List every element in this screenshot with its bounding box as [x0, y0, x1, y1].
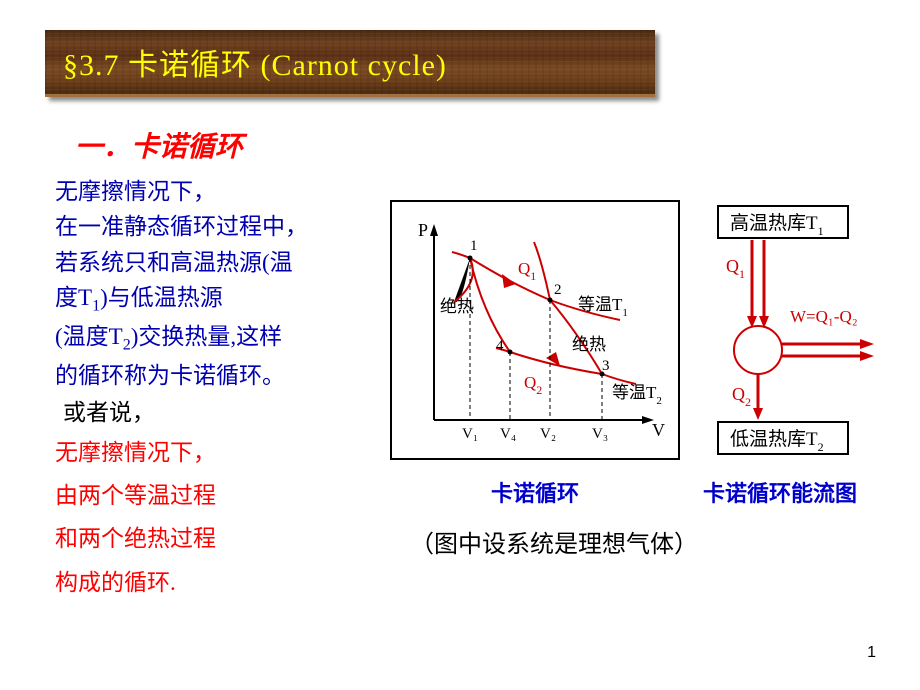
- svg-text:V₃: V₃: [592, 426, 608, 442]
- section-heading: 一．卡诺循环: [75, 125, 875, 165]
- svg-text:W=Q₁-Q₂: W=Q₁-Q₂: [790, 307, 858, 326]
- svg-text:Q2: Q2: [524, 373, 542, 397]
- svg-text:V₂: V₂: [540, 426, 556, 442]
- body-line: (温度T2)交换热量,这样: [55, 320, 375, 357]
- diagram-note: （图中设系统是理想气体）: [410, 524, 698, 559]
- body-line: 由两个等温过程: [55, 479, 375, 512]
- energy-flow-diagram: 高温热库T1 低温热库T2 Q1 W=Q₁-Q₂: [690, 200, 880, 460]
- body-line: 若系统只和高温热源(温: [55, 246, 375, 279]
- body-text-column: 无摩擦情况下， 在一准静态循环过程中， 若系统只和高温热源(温 度T1)与低温热…: [55, 175, 375, 601]
- body-line: 构成的循环.: [55, 566, 375, 599]
- svg-text:V₄: V₄: [500, 426, 516, 442]
- body-line: 或者说，: [63, 396, 375, 429]
- svg-text:Q1: Q1: [518, 259, 536, 283]
- body-line: 在一准静态循环过程中，: [55, 210, 375, 243]
- svg-text:Q2: Q2: [732, 384, 751, 409]
- body-line: 的循环称为卡诺循环。: [55, 359, 375, 392]
- slide-title: §3.7 卡诺循环 (Carnot cycle): [63, 40, 637, 84]
- body-line: 无摩擦情况下，: [55, 436, 375, 469]
- svg-text:P: P: [418, 220, 428, 240]
- svg-text:绝热: 绝热: [572, 335, 606, 354]
- body-line: 度T1)与低温热源: [55, 281, 375, 318]
- slide: §3.7 卡诺循环 (Carnot cycle) 一．卡诺循环 无摩擦情况下， …: [0, 0, 920, 690]
- pv-caption: 卡诺循环: [390, 476, 680, 508]
- flow-svg: 高温热库T1 低温热库T2 Q1 W=Q₁-Q₂: [690, 200, 880, 460]
- pv-diagram: P V: [390, 200, 680, 460]
- diagram-captions: 卡诺循环 卡诺循环能流图: [390, 476, 880, 508]
- svg-text:1: 1: [470, 238, 478, 254]
- page-number: 1: [867, 644, 876, 662]
- svg-text:V: V: [652, 420, 665, 440]
- svg-text:V₁: V₁: [462, 426, 478, 442]
- body-line: 无摩擦情况下，: [55, 175, 375, 208]
- flow-caption: 卡诺循环能流图: [680, 476, 880, 508]
- pv-svg: P V: [392, 202, 678, 458]
- svg-text:绝热: 绝热: [440, 297, 474, 316]
- svg-text:2: 2: [554, 282, 562, 298]
- title-banner: §3.7 卡诺循环 (Carnot cycle): [45, 30, 655, 97]
- body-line: 和两个绝热过程: [55, 522, 375, 555]
- svg-text:4: 4: [496, 338, 504, 354]
- svg-text:Q1: Q1: [726, 256, 745, 281]
- svg-text:等温T2: 等温T2: [612, 383, 662, 407]
- svg-text:3: 3: [602, 358, 610, 374]
